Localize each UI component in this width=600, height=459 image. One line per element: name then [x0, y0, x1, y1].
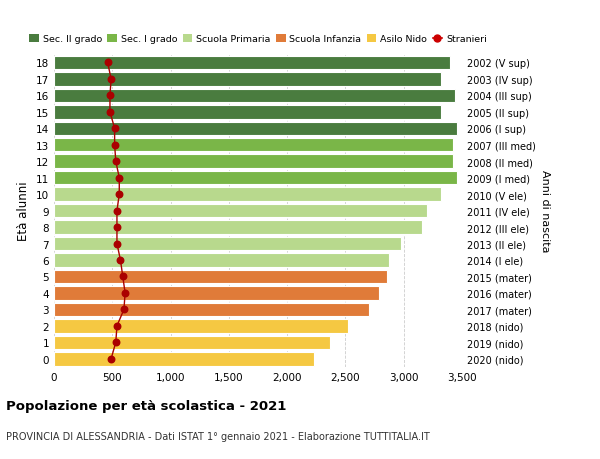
Bar [54, 286, 379, 300]
Bar [54, 188, 441, 202]
Point [119, 306, 129, 313]
Bar [54, 336, 330, 349]
Point [115, 174, 124, 182]
Bar [54, 90, 455, 103]
Bar [54, 303, 369, 316]
Bar [54, 139, 452, 152]
Y-axis label: Anni di nascita: Anni di nascita [539, 170, 550, 252]
Bar [54, 270, 388, 284]
Point [110, 125, 119, 133]
Y-axis label: Età alunni: Età alunni [17, 181, 31, 241]
Bar [54, 254, 389, 267]
Point [112, 241, 122, 248]
Point [105, 109, 115, 116]
Bar [54, 155, 452, 168]
Point [106, 355, 116, 363]
Point [112, 207, 122, 215]
Point [111, 158, 121, 166]
Bar [54, 122, 457, 136]
Text: Popolazione per età scolastica - 2021: Popolazione per età scolastica - 2021 [6, 399, 286, 412]
Point [105, 92, 115, 100]
Point [116, 257, 125, 264]
Point [112, 224, 122, 231]
Bar [54, 56, 451, 70]
Bar [54, 352, 314, 366]
Bar [54, 221, 422, 234]
Point [112, 323, 122, 330]
Text: PROVINCIA DI ALESSANDRIA - Dati ISTAT 1° gennaio 2021 - Elaborazione TUTTITALIA.: PROVINCIA DI ALESSANDRIA - Dati ISTAT 1°… [6, 431, 430, 442]
Bar [54, 172, 457, 185]
Bar [54, 106, 441, 119]
Point [115, 191, 124, 198]
Legend: Sec. II grado, Sec. I grado, Scuola Primaria, Scuola Infanzia, Asilo Nido, Stran: Sec. II grado, Sec. I grado, Scuola Prim… [29, 35, 487, 44]
Bar [54, 237, 401, 251]
Point [118, 273, 128, 280]
Point [111, 339, 121, 346]
Point [106, 76, 116, 84]
Bar [54, 319, 348, 333]
Bar [54, 204, 427, 218]
Point [110, 142, 119, 149]
Point [121, 290, 130, 297]
Point [103, 60, 112, 67]
Bar [54, 73, 441, 86]
